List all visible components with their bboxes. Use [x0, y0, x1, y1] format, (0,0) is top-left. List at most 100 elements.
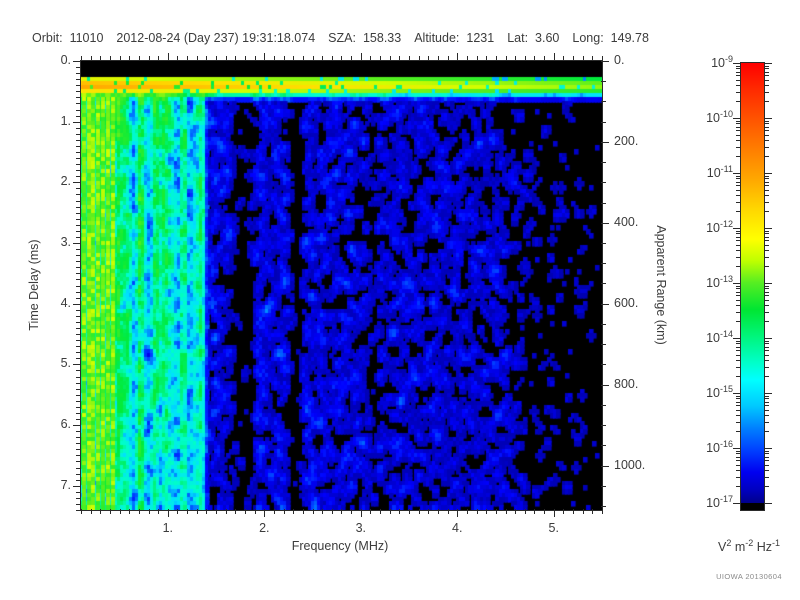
- colorbar-minor-tick: [736, 292, 741, 293]
- x-axis-tick-top: [245, 56, 246, 61]
- x-axis-label: Frequency (MHz): [291, 539, 389, 553]
- x-axis-tick: [477, 509, 478, 514]
- x-axis-tick: [177, 509, 178, 514]
- colorbar-tick: [764, 393, 772, 394]
- y-axis-tick-left: [76, 401, 81, 402]
- colorbar-minor-tick: [764, 350, 769, 351]
- y-axis-tick-left: [76, 370, 81, 371]
- y-axis-tick-left: [76, 170, 81, 171]
- x-axis-tick-top: [438, 56, 439, 61]
- x-axis-tick-top: [380, 56, 381, 61]
- colorbar-minor-tick: [736, 123, 741, 124]
- colorbar-unit-label: V2 m-2 Hz-1: [717, 538, 781, 555]
- colorbar-tick: [733, 228, 741, 229]
- x-axis-tick-top: [303, 56, 304, 61]
- x-axis-tick: [313, 509, 314, 514]
- y-axis-tick-left: [76, 128, 81, 129]
- colorbar-minor-tick: [736, 211, 741, 212]
- colorbar-tick-label: 10-11: [706, 164, 733, 181]
- colorbar-minor-tick: [764, 295, 769, 296]
- colorbar-minor-tick: [764, 130, 769, 131]
- y-axis-tick-left: [73, 243, 81, 244]
- x-axis-tick-top: [477, 56, 478, 61]
- y-axis-tick-left: [76, 383, 81, 384]
- y-axis-tick-label-left: 2.: [60, 174, 71, 189]
- colorbar-minor-tick: [736, 92, 741, 93]
- colorbar-minor-tick: [736, 185, 741, 186]
- y-axis-tick-left: [76, 188, 81, 189]
- colorbar-minor-tick: [764, 72, 769, 73]
- lat-label: Lat:: [507, 31, 529, 45]
- colorbar-tick: [733, 63, 741, 64]
- y-axis-tick-left: [73, 425, 81, 426]
- x-axis-tick-top: [496, 56, 497, 61]
- colorbar-tick-label: 10-12: [706, 219, 733, 236]
- colorbar-gradient: [741, 63, 764, 503]
- altitude-value: 1231: [466, 31, 495, 45]
- x-axis-tick-top: [399, 56, 400, 61]
- colorbar-minor-tick: [764, 457, 769, 458]
- y-axis-tick-left: [73, 486, 81, 487]
- y-axis-tick-left: [76, 225, 81, 226]
- x-axis-tick: [506, 509, 507, 514]
- y-axis-tick-right: [601, 101, 606, 102]
- y-axis-tick-label-right: 600.: [614, 295, 639, 310]
- x-axis-tick-top: [370, 56, 371, 61]
- colorbar-minor-tick: [764, 460, 769, 461]
- x-axis-tick: [351, 509, 352, 514]
- colorbar-minor-tick: [736, 127, 741, 128]
- lat-value: 3.60: [535, 31, 560, 45]
- y-axis-tick-left: [73, 61, 81, 62]
- y-axis-tick-right: [601, 162, 606, 163]
- y-axis-tick-label-left: 0.: [60, 53, 71, 67]
- y-axis-tick-left: [76, 395, 81, 396]
- colorbar-minor-tick: [764, 360, 769, 361]
- colorbar-minor-tick: [736, 465, 741, 466]
- y-axis-tick-left: [76, 140, 81, 141]
- x-axis-tick-label: 2.: [259, 521, 270, 535]
- colorbar-minor-tick: [764, 147, 769, 148]
- long-label: Long:: [572, 31, 604, 45]
- colorbar-minor-tick: [736, 486, 741, 487]
- x-axis-tick: [322, 509, 323, 514]
- y-axis-tick-left: [76, 207, 81, 208]
- x-axis-tick: [245, 509, 246, 514]
- y-axis-tick-label-right: 400.: [614, 214, 639, 229]
- y-axis-tick-left: [76, 176, 81, 177]
- x-axis-tick: [120, 509, 121, 514]
- colorbar-minor-tick: [736, 190, 741, 191]
- colorbar-minor-tick: [764, 305, 769, 306]
- colorbar-minor-tick: [736, 176, 741, 177]
- colorbar-minor-tick: [764, 195, 769, 196]
- colorbar-minor-tick: [764, 288, 769, 289]
- x-axis-tick: [129, 509, 130, 514]
- y-axis-tick-left: [76, 377, 81, 378]
- y-axis-tick-left: [76, 431, 81, 432]
- x-axis-tick: [206, 509, 207, 514]
- x-axis-tick-top: [428, 56, 429, 61]
- colorbar-minor-tick: [764, 245, 769, 246]
- colorbar-minor-tick: [736, 396, 741, 397]
- y-axis-tick-right: [601, 263, 606, 264]
- colorbar-minor-tick: [764, 300, 769, 301]
- colorbar-minor-tick: [764, 140, 769, 141]
- x-axis-tick: [409, 509, 410, 514]
- y-axis-tick-left: [76, 298, 81, 299]
- y-axis-tick-left: [76, 340, 81, 341]
- y-axis-tick-left: [76, 158, 81, 159]
- x-axis-tick-top: [602, 56, 603, 61]
- y-axis-tick-left: [76, 164, 81, 165]
- y-axis-tick-left: [76, 504, 81, 505]
- x-axis-tick: [428, 509, 429, 514]
- x-axis-tick: [544, 509, 545, 514]
- y-axis-tick-right: [601, 445, 606, 446]
- colorbar-minor-tick: [764, 451, 769, 452]
- x-axis-tick-top: [332, 56, 333, 61]
- orbit-label: Orbit:: [32, 31, 63, 45]
- y-axis-tick-left: [76, 286, 81, 287]
- y-axis-tick-left: [76, 310, 81, 311]
- colorbar-tick-label: 10-14: [706, 329, 733, 346]
- y-axis-tick-left: [76, 480, 81, 481]
- colorbar-minor-tick: [736, 295, 741, 296]
- y-axis-tick-left: [76, 249, 81, 250]
